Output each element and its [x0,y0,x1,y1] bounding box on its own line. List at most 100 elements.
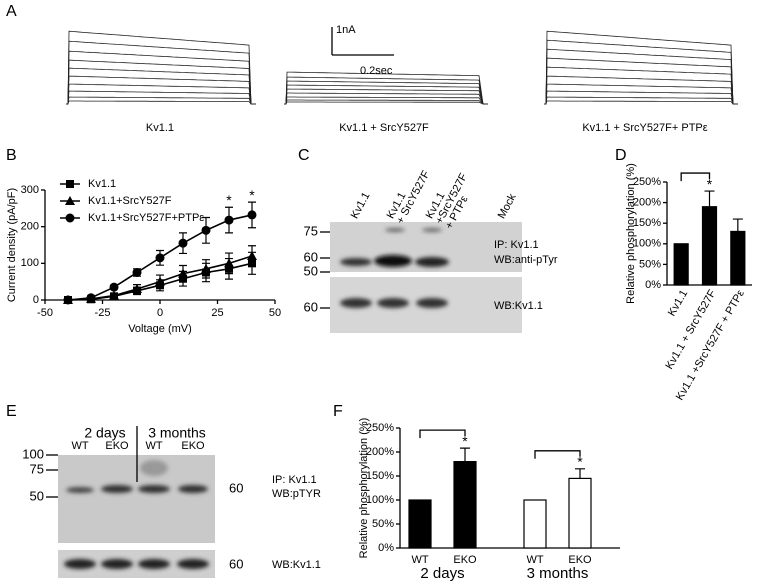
current-trace [284,92,488,105]
panel-label: A [6,3,17,20]
y-axis-label: Current density (pA/pF) [6,188,18,302]
current-trace [284,76,488,105]
traces [66,30,738,105]
band [416,298,448,308]
group-label: 2 days [420,565,464,581]
bar [408,499,432,549]
marker [132,268,142,277]
bar [523,499,547,549]
band [177,559,209,569]
bracket [419,429,466,439]
current-trace [544,57,738,105]
band [140,460,168,476]
legend-label: Kv1.1 [88,178,116,190]
current-trace [544,90,738,105]
current-trace [544,100,738,105]
error-bar [575,468,585,479]
x-tick-label: -50 [37,307,53,319]
annotation: * [249,187,255,203]
band [377,298,409,308]
band [101,485,133,493]
legend-label: Kv1.1+SrcY527F+PTPε [88,212,204,224]
x-tick-label: WT [411,554,428,566]
marker [155,276,165,286]
band [138,559,170,569]
y-tick-label: 50% [639,258,661,270]
panel-label: B [6,147,17,164]
bar [730,230,746,286]
current-trace [544,66,738,105]
bands [340,228,449,308]
current-trace [66,40,256,105]
marker [247,210,257,220]
band [415,257,449,267]
marker-label: 60 [304,299,318,314]
band [374,255,412,267]
current-trace [544,39,738,105]
marker [65,213,75,223]
legend-label: Kv1.1+SrcY527F [88,195,172,207]
scale-label: 0.2sec [360,65,393,77]
marker-label: 75 [304,223,318,238]
marker [86,293,96,303]
band [101,559,133,569]
x-tick-label: -25 [95,307,111,319]
panel-label: E [6,403,17,420]
annotation: * [462,433,468,449]
marker [66,180,74,188]
panel-label: C [298,147,310,164]
band [64,559,96,569]
x-tick-label: EKO [453,554,477,566]
y-tick-label: 0% [645,279,661,291]
current-trace [66,67,256,105]
current-trace [66,50,256,105]
marker-label: 75 [30,461,44,476]
annotation: * [577,454,583,470]
trace-label: Kv1.1 [146,122,174,134]
trace-label: Kv1.1 + SrcY527F+ PTPε [582,122,707,134]
x-tick-label: 50 [269,307,281,319]
marker-label: 60 [304,249,318,264]
bands [64,460,209,569]
current-trace [544,48,738,105]
x-tick-label: EKO [568,554,592,566]
y-tick-label: 250% [633,176,661,188]
scale-label: 1nA [336,24,356,36]
bar [701,206,718,286]
marker-label: 100 [22,446,44,461]
lane-label: Mock [496,191,519,220]
marker [201,263,211,273]
current-trace [284,71,488,105]
error-bar [460,447,470,462]
bar [568,477,592,549]
blot-label: WB:Kv1.1 [272,559,321,571]
current-trace [284,96,488,105]
panel-label: F [333,403,343,420]
group-label: 3 months [527,565,589,581]
y-tick-label: 0% [378,542,394,554]
y-tick-label: 200% [633,197,661,209]
size-label: 60 [229,556,243,571]
y-tick-label: 200 [21,221,39,233]
bracket [534,450,581,459]
blot-label: WB:anti-pTyr [494,254,558,266]
blot-label: WB:pTYR [272,488,321,500]
band [385,228,405,232]
y-tick-label: 150% [366,470,394,482]
size-label: 60 [229,480,243,495]
band [340,258,372,266]
trace-label: Kv1.1 + SrcY527F [339,122,429,134]
current-trace [544,96,738,105]
marker-label: 50 [30,488,44,503]
marker [63,295,73,305]
current-trace [284,99,488,105]
marker-label: 50 [304,263,318,278]
bar [453,461,477,549]
current-trace [66,83,256,105]
current-trace [544,83,738,105]
lane-label: WT [71,440,88,452]
y-axis-label: Relative phosphorylation (%) [358,418,370,559]
marker [224,258,234,268]
x-tick-label: Kv1.1 [666,288,690,318]
